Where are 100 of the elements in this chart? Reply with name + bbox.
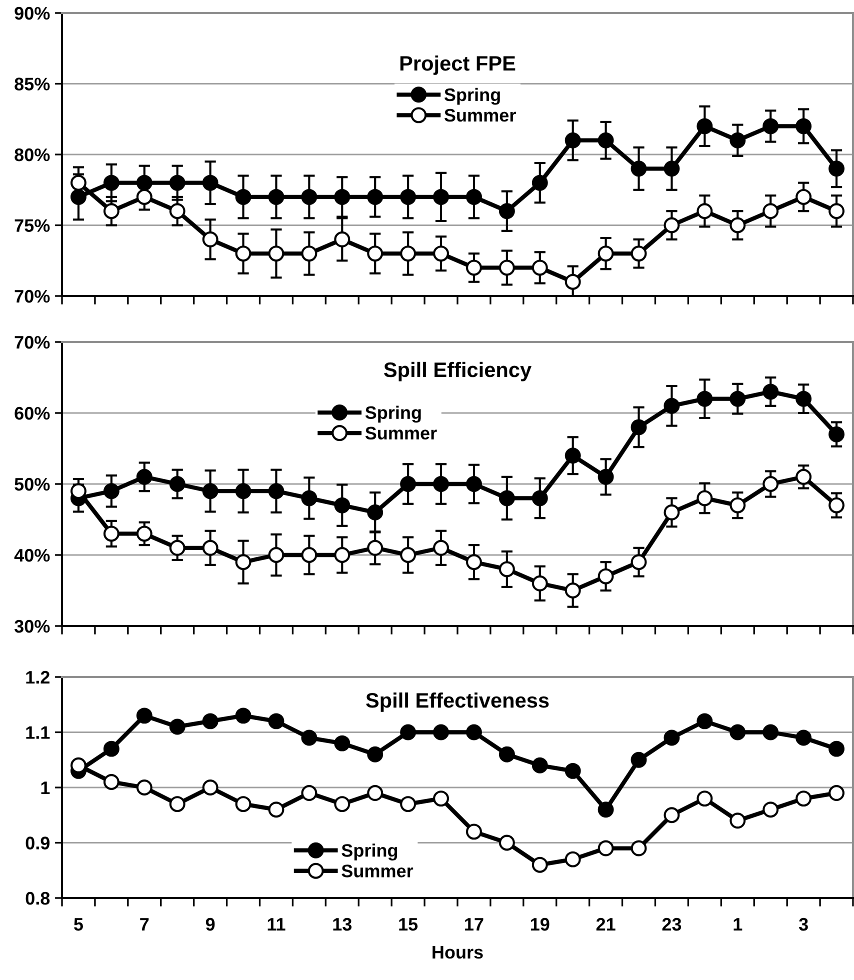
point [730, 217, 746, 234]
point [268, 246, 284, 262]
point [400, 246, 416, 262]
point [630, 160, 647, 177]
point [828, 740, 845, 757]
point [334, 497, 350, 514]
x-axis-title: Hours [432, 946, 483, 959]
point [796, 468, 812, 485]
y-tick-label: 30% [14, 620, 50, 633]
point [70, 188, 86, 205]
point [103, 483, 120, 500]
point [169, 203, 186, 220]
x-tick-label: 9 [206, 918, 215, 931]
y-tick-label: 1 [41, 782, 50, 794]
point [334, 735, 350, 752]
y-tick-label: 0.9 [26, 836, 50, 850]
y-tick-label: 0.8 [26, 892, 50, 905]
point [696, 490, 713, 506]
x-tick-label: 11 [268, 918, 286, 931]
y-tick-label: 75% [14, 219, 50, 232]
point [268, 483, 284, 500]
point [498, 490, 515, 506]
point [466, 824, 482, 840]
point [169, 174, 186, 191]
point [532, 174, 548, 191]
point [762, 118, 779, 134]
point [268, 188, 284, 205]
legend-label: Spring [444, 88, 500, 105]
point [367, 540, 384, 556]
point [367, 246, 384, 262]
legend-label: Spring [365, 406, 421, 423]
x-tick-label: 7 [140, 918, 149, 931]
x-tick-label: 21 [596, 918, 616, 931]
point [235, 188, 252, 205]
point [598, 132, 614, 148]
point [664, 160, 680, 177]
point [696, 203, 713, 220]
point [169, 540, 186, 556]
point [664, 217, 680, 234]
point [828, 497, 845, 514]
point [70, 757, 86, 774]
point [696, 390, 713, 407]
point [202, 174, 218, 191]
x-tick-label: 19 [530, 918, 550, 931]
point [828, 426, 845, 442]
point [532, 856, 548, 873]
point [466, 554, 482, 570]
point [796, 790, 812, 807]
point [334, 188, 350, 205]
point [268, 802, 284, 818]
point [630, 840, 647, 856]
point [136, 708, 152, 724]
point [532, 490, 548, 506]
y-tick-label: 80% [14, 148, 50, 162]
point [664, 730, 680, 746]
point [598, 246, 614, 262]
x-tick-label: 13 [333, 918, 352, 931]
point [498, 746, 515, 762]
point [796, 188, 812, 205]
point [696, 118, 713, 134]
point [103, 774, 120, 790]
point [598, 568, 614, 584]
text: Spill Efficiency [384, 362, 532, 382]
point [532, 757, 548, 774]
point [301, 730, 318, 746]
point [828, 785, 845, 802]
point [664, 504, 680, 520]
legend-label: Summer [444, 108, 516, 122]
point [202, 713, 218, 730]
point [103, 740, 120, 757]
point [498, 260, 515, 276]
point [301, 547, 318, 563]
point [202, 231, 218, 248]
point [202, 780, 218, 796]
x-tick-label: 17 [465, 918, 484, 931]
point [730, 497, 746, 514]
point [564, 274, 581, 290]
y-tick-label: 1.2 [26, 670, 50, 684]
point [235, 796, 252, 812]
point [564, 132, 581, 148]
point [598, 802, 614, 818]
point [136, 780, 152, 796]
point [762, 724, 779, 740]
point [334, 547, 350, 563]
x-tick-label: 23 [662, 918, 682, 931]
point [136, 174, 152, 191]
point [400, 188, 416, 205]
point [762, 384, 779, 400]
point [762, 203, 779, 220]
point [433, 540, 450, 556]
point [400, 476, 416, 492]
point [400, 796, 416, 812]
point [498, 561, 515, 578]
point [796, 118, 812, 134]
point [235, 554, 252, 570]
point [466, 724, 482, 740]
point [730, 390, 746, 407]
point [564, 582, 581, 598]
point [630, 752, 647, 768]
legend-label: Spring [342, 844, 398, 860]
